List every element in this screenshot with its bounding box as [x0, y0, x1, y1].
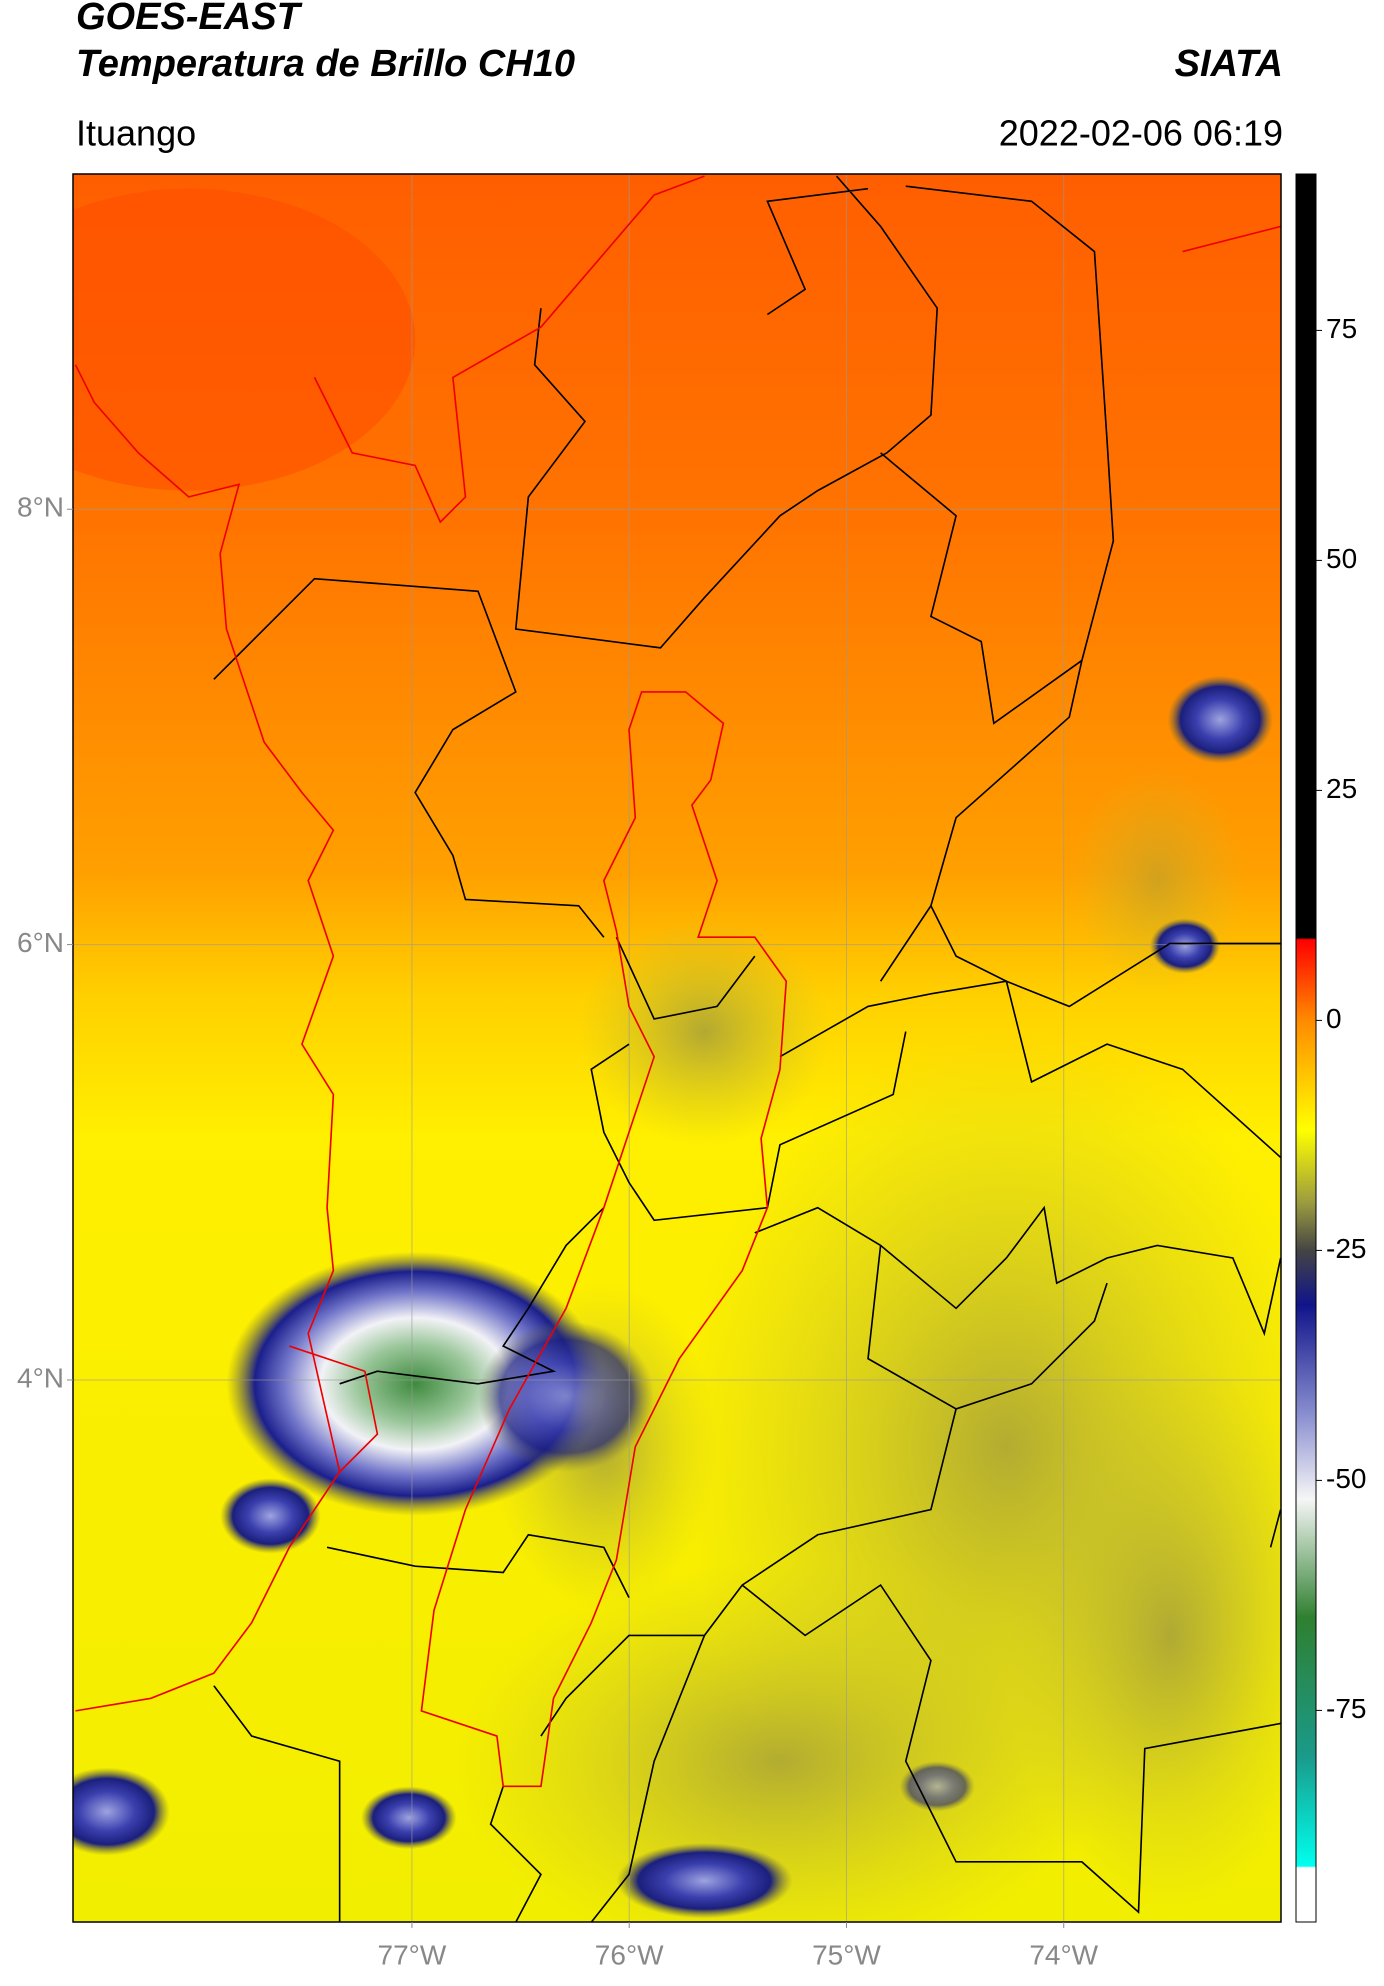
lat-label: 6°N	[17, 927, 64, 958]
colorbar-label: 75	[1326, 313, 1357, 344]
lat-label: 8°N	[17, 492, 64, 523]
map-image	[73, 174, 1281, 1922]
colorbar-label: -25	[1326, 1233, 1366, 1264]
map-frame	[72, 173, 1282, 1923]
lon-label: 76°W	[595, 1939, 664, 1970]
brand: SIATA	[1175, 43, 1283, 85]
datetime: 2022-02-06 06:19	[999, 113, 1283, 154]
subtitle: Temperatura de Brillo CH10	[76, 43, 575, 85]
colorbar-label: -75	[1326, 1693, 1366, 1724]
lat-label: 4°N	[17, 1362, 64, 1393]
colorbar-label: -50	[1326, 1463, 1366, 1494]
location: Ituango	[76, 113, 196, 154]
colorbar-label: 0	[1326, 1003, 1342, 1034]
lon-label: 74°W	[1029, 1939, 1098, 1970]
title: GOES-EAST	[76, 0, 303, 38]
lon-label: 77°W	[378, 1939, 447, 1970]
colorbar-label: 50	[1326, 543, 1357, 574]
lon-label: 75°W	[812, 1939, 881, 1970]
colorbar	[1295, 173, 1317, 1923]
colorbar-label: 25	[1326, 773, 1357, 804]
